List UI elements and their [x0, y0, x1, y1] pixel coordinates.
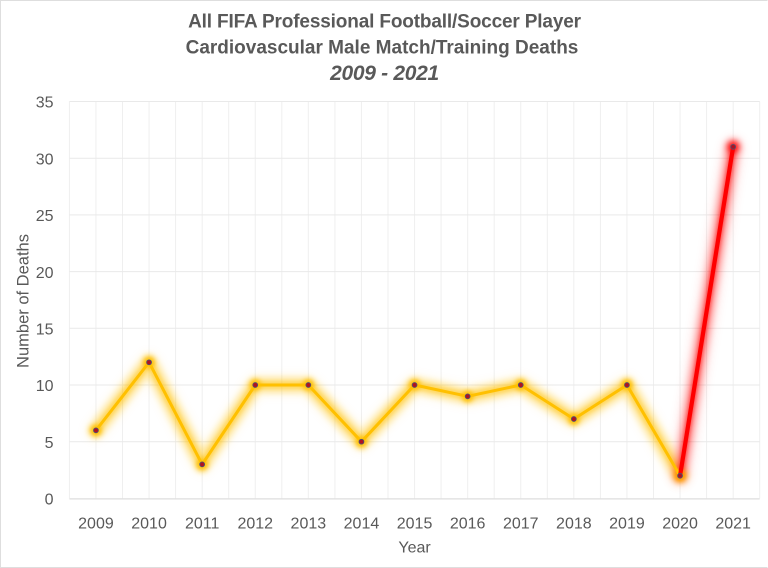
svg-text:2012: 2012 — [237, 516, 273, 533]
svg-text:10: 10 — [36, 378, 54, 395]
svg-text:2010: 2010 — [131, 516, 167, 533]
svg-text:2020: 2020 — [662, 516, 698, 533]
svg-text:0: 0 — [45, 492, 54, 509]
svg-text:2009: 2009 — [78, 516, 114, 533]
svg-text:Year: Year — [398, 540, 431, 557]
svg-text:30: 30 — [36, 151, 54, 168]
svg-text:2013: 2013 — [291, 516, 327, 533]
svg-text:5: 5 — [45, 435, 54, 452]
svg-text:20: 20 — [36, 265, 54, 282]
svg-text:2014: 2014 — [344, 516, 380, 533]
svg-text:All FIFA Professional Football: All FIFA Professional Football/Soccer Pl… — [188, 12, 582, 33]
svg-text:2019: 2019 — [609, 516, 645, 533]
svg-text:2011: 2011 — [185, 516, 220, 533]
svg-text:Cardiovascular Male Match/Trai: Cardiovascular Male Match/Training Death… — [186, 38, 579, 59]
svg-text:35: 35 — [36, 95, 54, 112]
svg-text:2015: 2015 — [397, 516, 433, 533]
svg-text:2021: 2021 — [715, 516, 751, 533]
svg-text:25: 25 — [36, 208, 54, 225]
svg-text:2017: 2017 — [503, 516, 539, 533]
svg-text:Number of Deaths: Number of Deaths — [14, 234, 32, 368]
svg-text:2009 - 2021: 2009 - 2021 — [329, 62, 439, 85]
svg-text:2018: 2018 — [556, 516, 592, 533]
svg-text:15: 15 — [36, 322, 54, 339]
svg-text:2016: 2016 — [450, 516, 486, 533]
